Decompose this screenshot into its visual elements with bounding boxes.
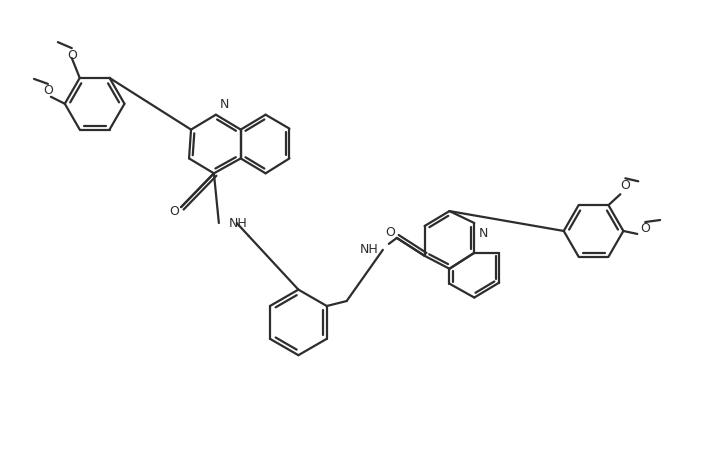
Text: O: O [640,222,651,235]
Text: O: O [43,84,53,97]
Text: O: O [67,49,77,62]
Text: O: O [620,179,630,192]
Text: O: O [169,205,179,217]
Text: NH: NH [360,244,379,256]
Text: O: O [385,226,395,239]
Text: N: N [220,98,229,110]
Text: N: N [478,227,488,240]
Text: NH: NH [229,216,248,230]
